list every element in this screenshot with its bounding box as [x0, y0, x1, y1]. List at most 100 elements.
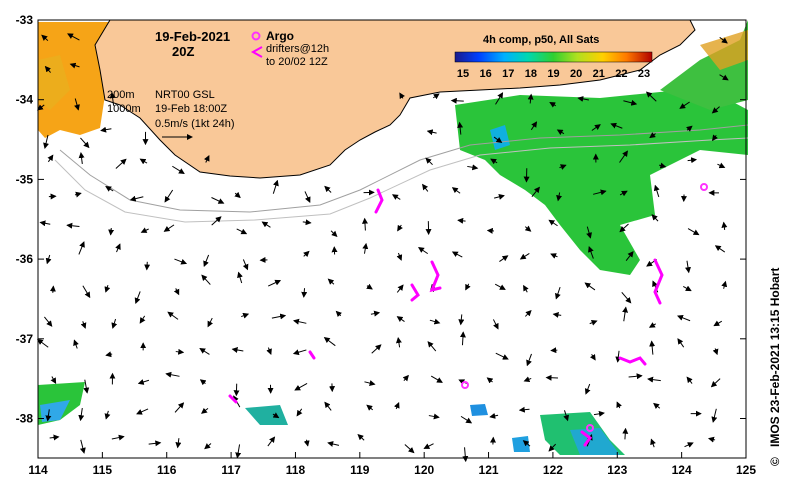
- current-arrow: [622, 306, 629, 322]
- current-arrow: [136, 408, 149, 415]
- current-arrow: [105, 186, 114, 192]
- current-arrow: [623, 99, 638, 106]
- current-arrow: [486, 227, 494, 234]
- current-arrow: [426, 129, 437, 136]
- drifter-legend-line1: drifters@12h: [266, 43, 329, 55]
- current-arrow: [139, 158, 148, 165]
- current-arrow: [231, 347, 244, 353]
- current-arrow: [548, 443, 557, 452]
- current-arrow: [714, 245, 726, 253]
- drifter-track: [410, 283, 420, 302]
- current-arrow: [523, 284, 529, 293]
- current-arrow: [73, 339, 79, 349]
- current-arrow: [302, 219, 312, 226]
- current-arrow: [137, 379, 150, 385]
- current-arrow: [493, 193, 505, 200]
- current-arrow: [364, 380, 376, 386]
- current-arrow: [391, 194, 401, 200]
- current-arrow: [556, 192, 562, 202]
- current-arrow: [462, 447, 469, 463]
- current-arrow: [549, 102, 557, 108]
- colorbar-tick-label: 20: [570, 68, 582, 80]
- current-arrow: [457, 217, 466, 224]
- current-arrow: [713, 320, 723, 327]
- current-arrow: [108, 227, 115, 236]
- current-arrow: [74, 98, 80, 111]
- current-arrow: [292, 349, 307, 356]
- drifter-track: [580, 430, 593, 447]
- current-arrow: [616, 401, 622, 409]
- sst-patch-green-east: [455, 90, 748, 275]
- current-arrow: [324, 185, 332, 193]
- current-arrow: [686, 376, 693, 384]
- current-arrow: [115, 243, 121, 253]
- current-arrow: [235, 444, 242, 459]
- current-arrow: [78, 408, 85, 422]
- current-arrow: [686, 125, 693, 132]
- current-arrow: [47, 154, 54, 163]
- current-arrow: [324, 401, 332, 411]
- current-arrow: [707, 436, 716, 443]
- current-arrow: [362, 242, 369, 254]
- current-arrow: [80, 137, 90, 149]
- copyright-icon: ©: [768, 457, 782, 466]
- current-arrow: [719, 36, 728, 44]
- current-arrow: [610, 122, 623, 129]
- y-tick-label: -33: [16, 13, 34, 27]
- current-arrow: [653, 402, 661, 409]
- current-arrow: [451, 251, 463, 258]
- sst-patch-s4: [470, 404, 488, 416]
- current-arrow: [69, 62, 80, 69]
- current-arrow: [648, 322, 657, 328]
- current-arrow: [74, 191, 82, 198]
- contour-200m-label: 200m: [107, 89, 135, 101]
- current-arrow: [621, 291, 632, 304]
- current-arrow: [303, 439, 310, 447]
- current-arrow: [199, 379, 207, 386]
- x-tick-label: 114: [28, 463, 48, 477]
- current-arrow: [165, 371, 180, 378]
- current-arrow: [370, 310, 381, 317]
- current-arrow: [687, 157, 698, 164]
- current-arrow: [494, 283, 506, 290]
- current-arrow: [109, 92, 116, 106]
- current-arrow: [104, 284, 111, 293]
- colorbar-ticks: 15 16 17 18 19 20 21 22 23: [457, 68, 650, 80]
- current-arrow: [37, 104, 45, 111]
- drifter-legend-icon: [250, 46, 263, 58]
- current-arrow: [591, 124, 601, 131]
- current-arrow: [684, 442, 694, 448]
- argo-float: [586, 424, 594, 432]
- current-arrow: [104, 410, 111, 420]
- x-tick-label: 117: [221, 463, 241, 477]
- current-arrow: [175, 438, 182, 449]
- current-arrow: [82, 285, 91, 299]
- current-arrow: [330, 230, 338, 238]
- current-arrow: [499, 255, 509, 262]
- current-arrow: [41, 34, 49, 41]
- current-arrow: [39, 220, 51, 227]
- x-tick-label: 123: [607, 463, 627, 477]
- argo-legend-label: Argo: [266, 29, 294, 43]
- current-arrow: [550, 253, 558, 259]
- colorbar-tick-label: 16: [480, 68, 492, 80]
- current-arrow: [296, 408, 303, 417]
- current-arrow: [588, 246, 594, 259]
- contour-1000m-label: 1000m: [107, 103, 141, 115]
- current-arrow: [323, 337, 336, 347]
- current-arrow: [272, 412, 280, 419]
- current-arrow: [710, 378, 721, 388]
- current-arrow: [402, 374, 409, 382]
- current-arrow: [625, 251, 634, 262]
- current-arrow: [139, 315, 146, 324]
- x-tick-label: 122: [543, 463, 563, 477]
- current-arrow: [174, 258, 188, 265]
- current-arrow: [173, 288, 180, 296]
- current-arrow: [371, 344, 382, 354]
- y-tick-label: -34: [16, 93, 34, 107]
- current-arrow: [211, 216, 222, 226]
- colorbar-tick-label: 22: [615, 68, 627, 80]
- current-arrow: [327, 278, 335, 285]
- current-arrow: [490, 158, 498, 165]
- current-arrow: [589, 353, 596, 361]
